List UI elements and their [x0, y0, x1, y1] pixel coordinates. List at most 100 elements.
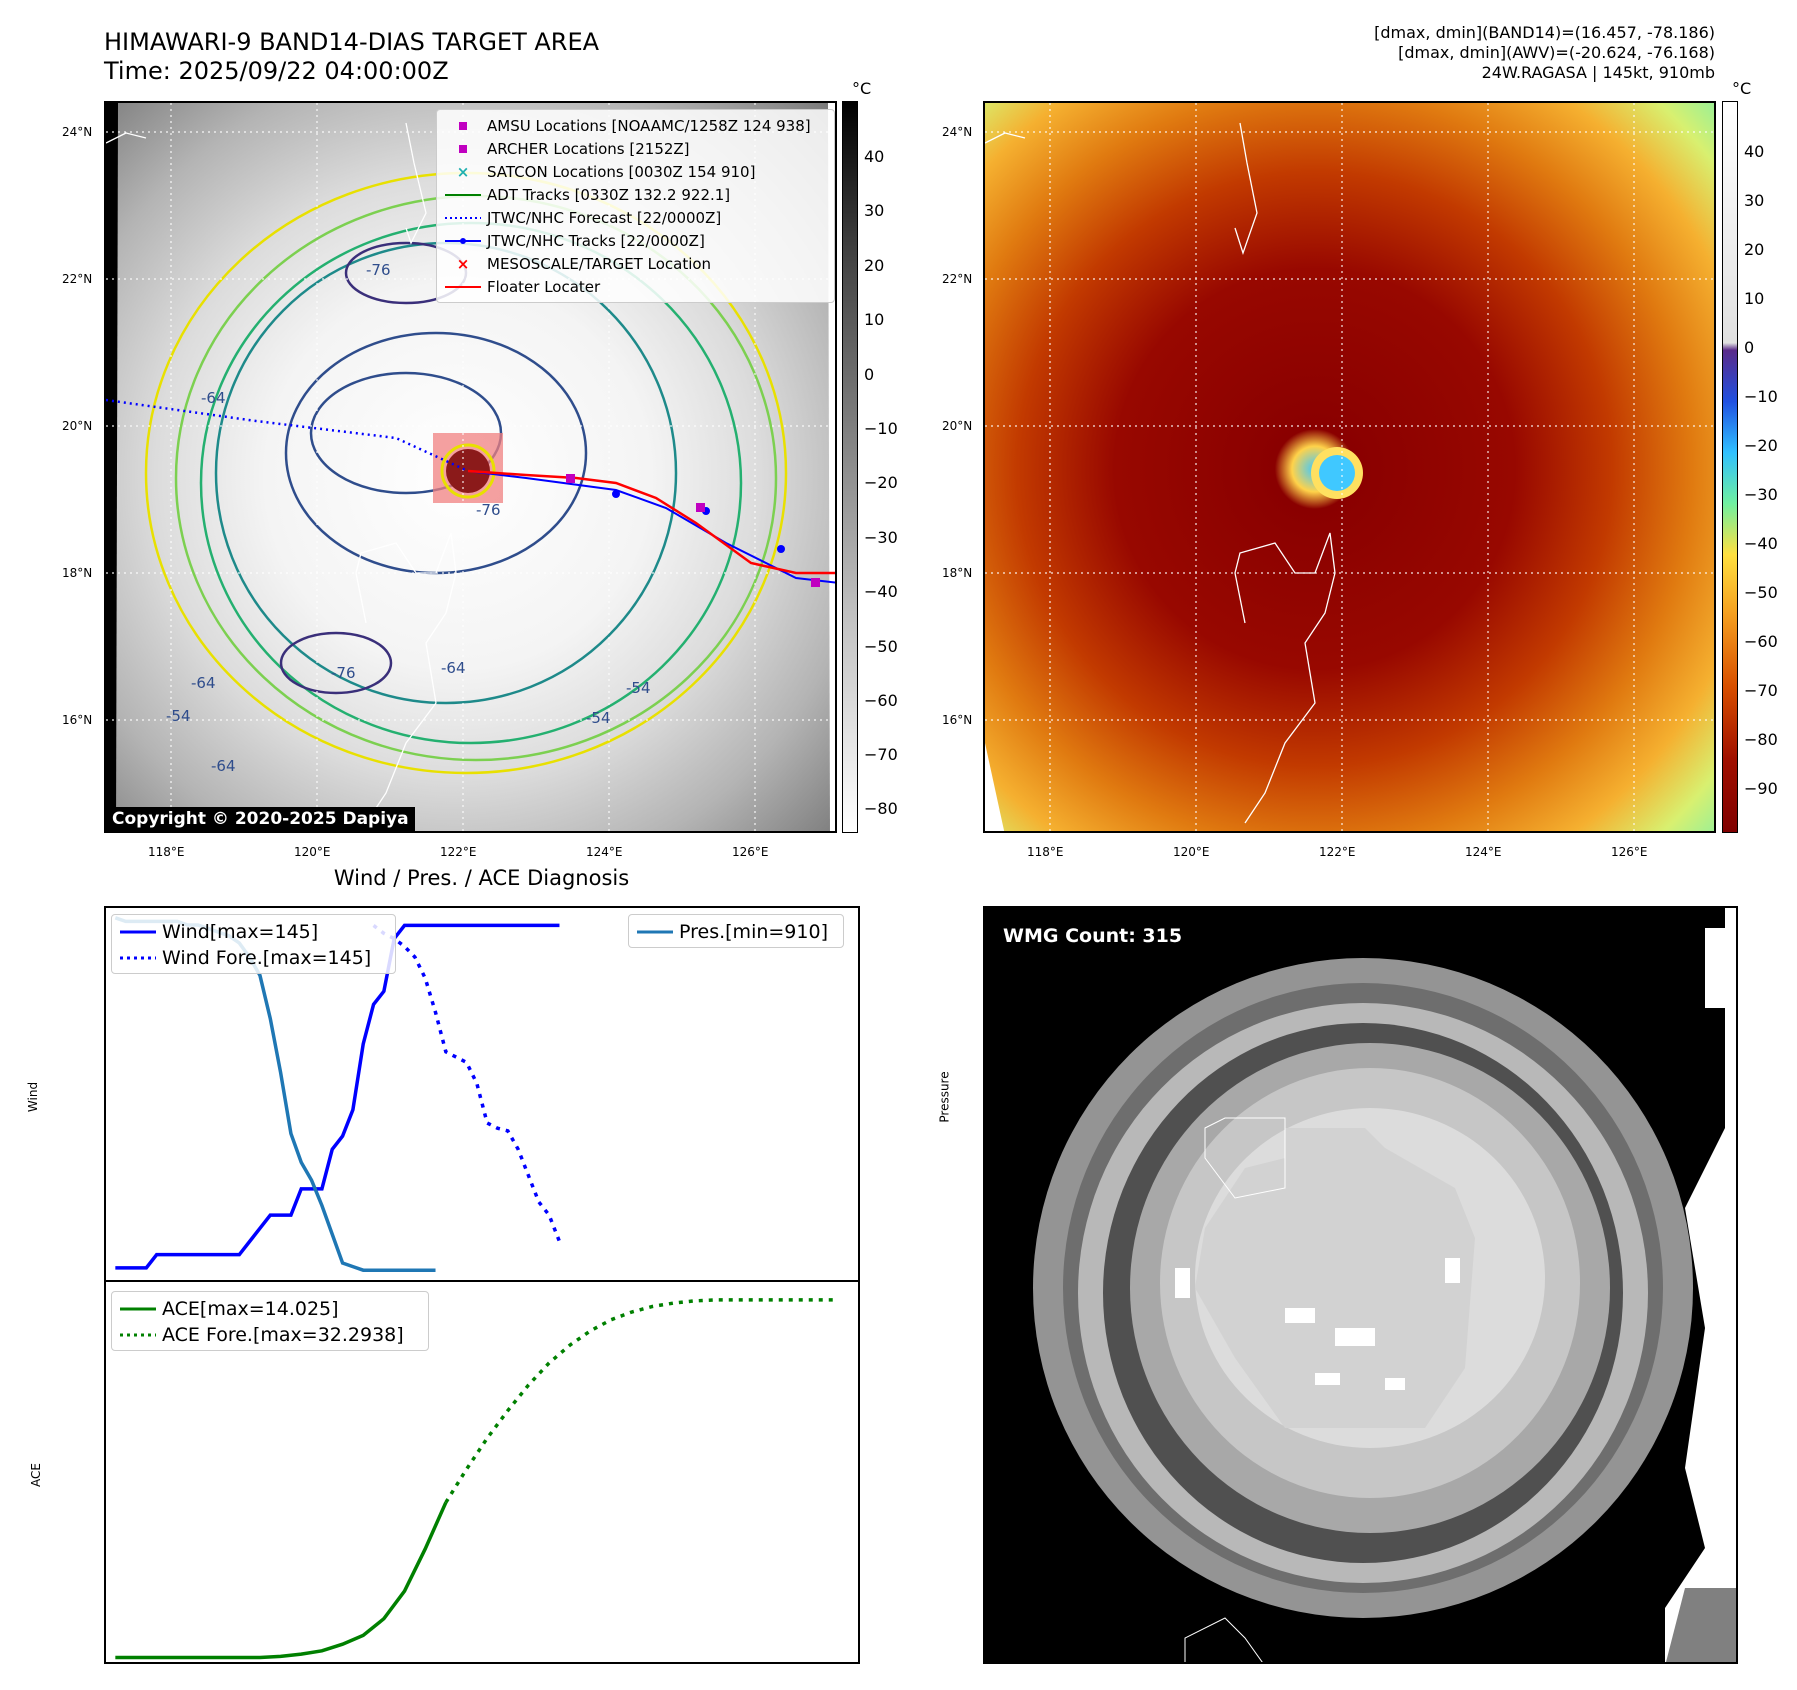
lon-label: 120°E [294, 845, 331, 859]
diagnosis-chart-svg: 204060801001201409209409609801000 051015… [104, 906, 860, 1664]
legend-label: Wind Fore.[max=145] [162, 947, 372, 969]
map-legend: AMSU Locations [NOAAMC/1258Z 124 938] AR… [436, 109, 835, 303]
lon-label: 118°E [148, 845, 185, 859]
legend-item-tracks: JTWC/NHC Tracks [22/0000Z] [443, 229, 828, 252]
color-ir-map-svg [985, 103, 1714, 831]
pressure-axis-label: Pressure [937, 1071, 952, 1123]
color-colorbar [1722, 101, 1738, 833]
colorbar-tick: 30 [864, 201, 885, 220]
square-marker-icon [459, 121, 467, 130]
colorbar-tick: 10 [864, 310, 885, 329]
colorbar-unit: °C [1732, 79, 1752, 98]
contour-label: -54 [626, 679, 651, 697]
figure-title-line2: Time: 2025/09/22 04:00:00Z [104, 57, 449, 85]
ace-series-line-1 [444, 1298, 839, 1504]
colorbar-tick: 40 [864, 147, 885, 166]
colorbar-tick: −50 [1744, 583, 1778, 602]
line-icon [120, 1307, 156, 1311]
ace-axis-label: ACE [28, 1463, 43, 1487]
colorbar-tick: 0 [864, 365, 875, 384]
colorbar-tick: −90 [1744, 779, 1778, 798]
colorbar-tick: −80 [1744, 730, 1778, 749]
lat-label: 22°N [62, 272, 93, 286]
lat-label: 24°N [942, 125, 973, 139]
diagnosis-title: Wind / Pres. / ACE Diagnosis [333, 866, 630, 890]
colorbar-tick: 0 [1744, 338, 1755, 357]
lat-label: 20°N [62, 419, 93, 433]
lat-label: 22°N [942, 272, 973, 286]
ace-legend: ACE[max=14.025] ACE Fore.[max=32.2938] [111, 1291, 429, 1351]
line-dot-icon [445, 237, 481, 244]
colorbar-tick: −70 [1744, 681, 1778, 700]
lon-label: 118°E [1027, 845, 1064, 859]
legend-item-satcon: × SATCON Locations [0030Z 154 910] [443, 160, 828, 183]
colorbar-tick: −50 [864, 637, 898, 656]
legend-item-adt: ADT Tracks [0330Z 132.2 922.1] [443, 183, 828, 206]
lon-label: 124°E [1465, 845, 1502, 859]
lat-label: 18°N [62, 566, 93, 580]
legend-label: JTWC/NHC Tracks [22/0000Z] [487, 231, 705, 250]
figure-title-line1: HIMAWARI-9 BAND14-DIAS TARGET AREA [104, 28, 600, 56]
wmg-image-svg [985, 908, 1736, 1662]
legend-label: SATCON Locations [0030Z 154 910] [487, 162, 756, 181]
ace-series-line-0 [115, 1501, 448, 1660]
series-line-1 [372, 924, 562, 1243]
colorbar-tick: −70 [864, 745, 898, 764]
legend-item-amsu: AMSU Locations [NOAAMC/1258Z 124 938] [443, 114, 828, 137]
colorbar-tick: −40 [1744, 534, 1778, 553]
info-line3: 24W.RAGASA | 145kt, 910mb [1481, 63, 1715, 82]
contour-label: -54 [166, 707, 191, 725]
legend-item-ace-forecast: ACE Fore.[max=32.2938] [118, 1322, 422, 1348]
series-line-0 [115, 923, 560, 1270]
contour-label: -64 [211, 757, 236, 775]
lon-label: 126°E [732, 845, 769, 859]
contour-label: -64 [441, 659, 466, 677]
colorbar-tick: −10 [864, 419, 898, 438]
contour-label: -54 [586, 709, 611, 727]
contour-label: -76 [476, 501, 501, 519]
ir-map-panel: -76 -76 -64 -64 -64 -54 -54 -54 -76 -64 … [104, 101, 837, 833]
legend-label: ADT Tracks [0330Z 132.2 922.1] [487, 185, 731, 204]
colorbar-tick: −40 [864, 582, 898, 601]
legend-label: AMSU Locations [NOAAMC/1258Z 124 938] [487, 116, 811, 135]
colorbar-tick: −20 [864, 473, 898, 492]
colorbar-tick: −30 [1744, 485, 1778, 504]
wind-axis-label: Wind [26, 1081, 41, 1113]
colorbar-tick: 30 [1744, 191, 1765, 210]
legend-item-wind: Wind[max=145] [118, 919, 389, 945]
x-marker-icon: × [456, 254, 470, 273]
info-line2: [dmax, dmin](AWV)=(-20.624, -76.168) [1398, 43, 1715, 62]
info-line1: [dmax, dmin](BAND14)=(16.457, -78.186) [1374, 23, 1715, 42]
colorbar-tick: −80 [864, 799, 898, 818]
legend-item-ace: ACE[max=14.025] [118, 1296, 422, 1322]
square-marker-icon [459, 144, 467, 153]
ace-plot-frame [104, 1280, 860, 1664]
colorbar-tick: 10 [1744, 289, 1765, 308]
pressure-legend: Pres.[min=910] [628, 914, 844, 948]
legend-label: Wind[max=145] [162, 921, 319, 943]
colorbar-tick: 20 [1744, 240, 1765, 259]
contour-label: -64 [191, 674, 216, 692]
colorbar-tick: −60 [864, 691, 898, 710]
lon-label: 126°E [1611, 845, 1648, 859]
colorbar-tick: 20 [864, 256, 885, 275]
dotted-line-icon [445, 216, 481, 219]
legend-item-floater: Floater Locater [443, 275, 828, 298]
lat-label: 16°N [942, 713, 973, 727]
lat-label: 24°N [62, 125, 93, 139]
wind-legend: Wind[max=145] Wind Fore.[max=145] [111, 914, 396, 974]
legend-label: ACE Fore.[max=32.2938] [162, 1324, 404, 1346]
lon-label: 122°E [1319, 845, 1356, 859]
line-icon [637, 930, 673, 934]
colorbar-tick: −60 [1744, 632, 1778, 651]
legend-label: ACE[max=14.025] [162, 1298, 339, 1320]
legend-item-forecast: JTWC/NHC Forecast [22/0000Z] [443, 206, 828, 229]
line-icon [445, 193, 481, 196]
legend-label: MESOSCALE/TARGET Location [487, 254, 712, 273]
lon-label: 120°E [1173, 845, 1210, 859]
colorbar-tick: 40 [1744, 142, 1765, 161]
gray-colorbar [842, 101, 858, 833]
colorbar-unit: °C [852, 79, 872, 98]
contour-label: -64 [201, 389, 226, 407]
line-icon [120, 930, 156, 934]
